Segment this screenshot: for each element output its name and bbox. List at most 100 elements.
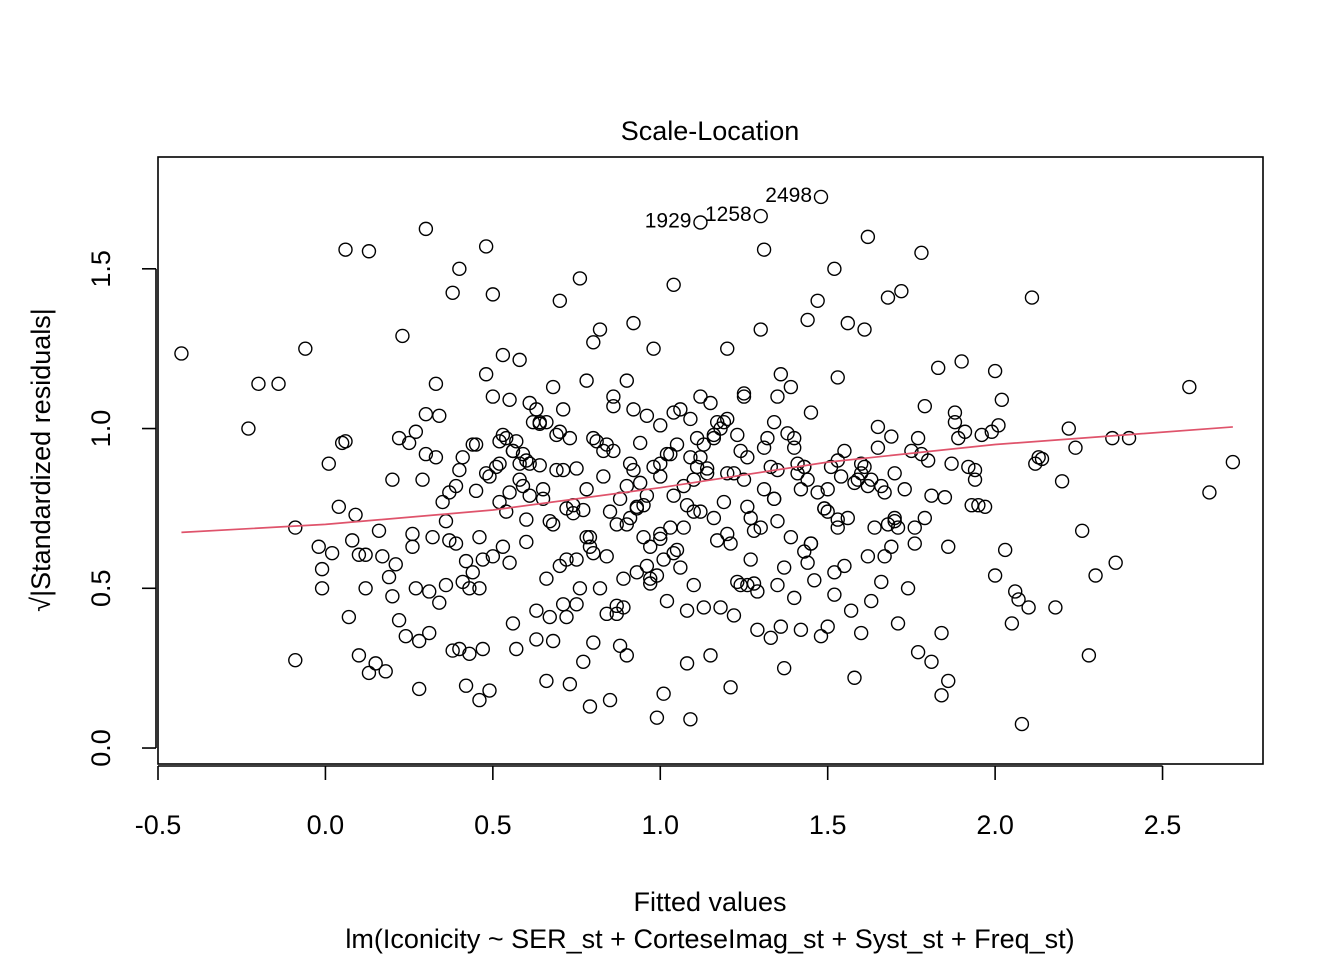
data-point [241,421,256,436]
data-point [679,603,695,618]
data-point [596,469,611,484]
data-point [783,379,799,395]
data-point [361,665,377,681]
data-point [445,643,460,658]
data-point [505,443,521,459]
data-point [884,539,899,554]
data-point [1108,555,1123,570]
data-point [1014,716,1030,732]
data-point [656,552,671,567]
data-point [586,335,601,350]
data-point [887,466,902,481]
data-point [994,392,1010,407]
plot-frame [157,156,1264,765]
data-point [669,542,685,558]
data-point [800,312,815,328]
data-point [468,437,484,452]
outlier-label: 1929 [645,209,692,232]
data-point [371,523,387,538]
data-point [820,482,835,497]
data-point [559,609,574,625]
data-point [385,589,400,604]
data-point [914,245,929,261]
data-point [495,539,511,554]
data-point [485,287,501,302]
data-point [699,461,715,476]
data-point [914,446,929,462]
data-point [579,529,594,545]
data-point [428,376,444,392]
data-point [559,501,574,516]
data-point [653,469,668,484]
data-point [746,523,762,538]
data-point [853,625,869,641]
data-point [683,411,698,427]
data-point [840,315,855,331]
data-point [907,536,922,551]
data-point [783,529,799,545]
data-point [860,229,876,245]
data-point [334,435,350,451]
data-point [586,430,601,446]
data-point [482,469,497,484]
data-point [288,520,303,535]
data-point [753,322,768,337]
data-point [713,600,728,615]
data-point [549,427,564,443]
data-point [572,581,588,596]
data-point [582,529,598,545]
data-point [877,549,892,564]
data-point [555,402,571,417]
data-point [579,482,594,497]
data-point [385,472,400,487]
data-point [957,424,973,439]
data-point [1061,421,1076,436]
data-point [673,402,688,417]
data-point [756,440,772,455]
data-point [766,491,782,507]
data-point [492,494,507,510]
data-point [686,504,701,519]
data-point [850,472,866,487]
y-tick-label: 1.0 [86,410,116,448]
data-point [562,430,578,446]
data-point [458,678,474,693]
data-point [736,386,752,401]
data-point [776,560,792,575]
data-point [465,565,480,580]
data-point [987,363,1003,379]
data-point [653,526,668,542]
data-point [709,533,725,548]
data-point [730,574,745,590]
data-point [696,437,712,452]
data-point [314,581,330,596]
data-point [1024,290,1040,305]
data-point [934,688,949,703]
data-point [830,370,845,385]
data-point [787,590,802,606]
data-point [639,408,655,423]
data-point [827,565,842,580]
data-point [649,710,665,725]
data-point [967,472,983,487]
data-point [837,443,852,459]
data-point [847,475,862,491]
data-point [341,609,357,625]
data-point [438,514,454,529]
data-point [766,414,782,430]
data-point [422,625,437,641]
data-point [790,456,805,471]
data-point [770,514,785,529]
data-point [545,379,561,395]
x-tick-label: 2.0 [976,810,1014,840]
data-point [408,424,424,439]
data-point [703,395,718,411]
data-point [418,446,434,462]
data-point [475,641,491,657]
x-tick-label: 2.5 [1144,810,1182,840]
data-point [720,411,735,427]
data-point [860,549,876,564]
data-point [736,472,752,487]
data-point [351,547,367,562]
data-point [820,504,835,519]
